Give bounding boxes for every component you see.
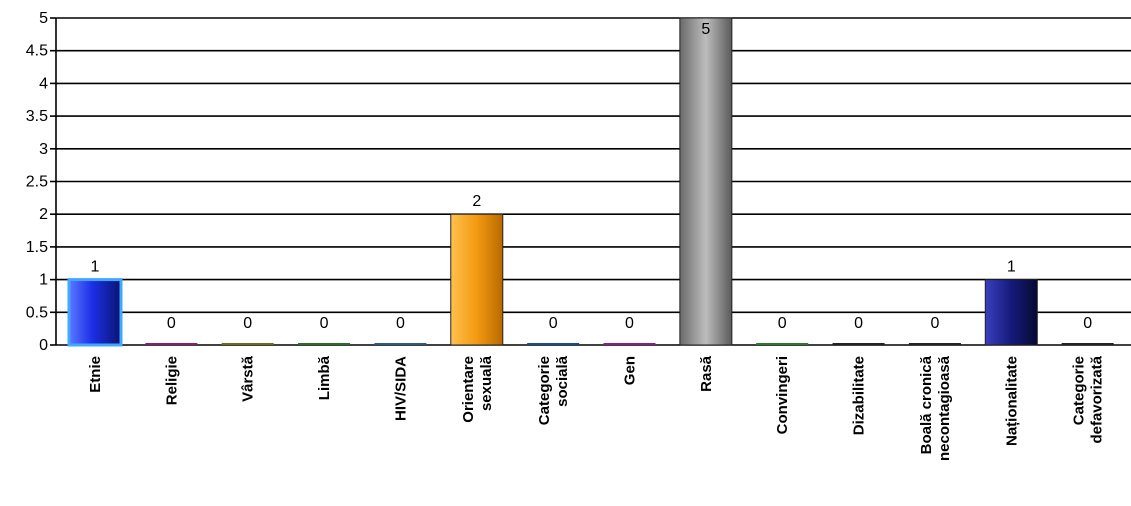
category-label-line: Vârstă xyxy=(240,355,257,402)
category-label: Religie xyxy=(163,356,180,405)
data-label: 1 xyxy=(1007,259,1016,276)
category-label: Limbă xyxy=(316,355,333,400)
y-tick-label: 4 xyxy=(39,75,48,92)
data-label: 0 xyxy=(243,315,252,332)
y-tick-label: 4.5 xyxy=(26,43,48,60)
category-label: Vârstă xyxy=(240,355,257,402)
category-label-line: Naționalitate xyxy=(1003,356,1020,446)
category-label: Gen xyxy=(622,356,639,385)
bar xyxy=(67,278,123,347)
category-label-line: HIV/SIDA xyxy=(392,356,409,421)
category-label: Naționalitate xyxy=(1003,356,1020,446)
data-label: 0 xyxy=(167,315,176,332)
category-label-line: Religie xyxy=(163,356,180,405)
category-label: Convingeri xyxy=(774,356,791,434)
y-tick-label: 5 xyxy=(39,10,48,27)
category-label-line: socială xyxy=(554,355,571,407)
y-tick-label: 3.5 xyxy=(26,108,48,125)
category-label: Dizabilitate xyxy=(851,356,868,435)
category-label: Etnie xyxy=(87,356,104,393)
y-tick-label: 1 xyxy=(39,272,48,289)
data-label: 0 xyxy=(1083,315,1092,332)
category-label-line: Orientare xyxy=(460,356,477,423)
category-label-line: Categorie xyxy=(1071,356,1088,425)
y-tick-label: 2 xyxy=(39,206,48,223)
category-label-line: Limbă xyxy=(316,355,333,400)
category-label: Orientare sexuală xyxy=(460,355,495,422)
category-label: Boală cronică necontagioasă xyxy=(918,355,953,461)
y-tick-label: 1.5 xyxy=(26,239,48,256)
data-label: 1 xyxy=(91,259,100,276)
category-label-line: Boală cronică xyxy=(918,355,935,454)
category-label-line: Rasă xyxy=(698,355,715,392)
category-label-line: Gen xyxy=(622,356,639,385)
data-label: 0 xyxy=(320,315,329,332)
category-label-line: Etnie xyxy=(87,356,104,393)
bar xyxy=(679,17,733,346)
category-label: Categorie defavorizată xyxy=(1071,355,1106,443)
y-tick-label: 3 xyxy=(39,141,48,158)
category-label: HIV/SIDA xyxy=(392,356,409,421)
category-label-line: necontagioasă xyxy=(936,355,953,461)
bar xyxy=(450,213,504,346)
data-label: 0 xyxy=(625,315,634,332)
y-tick-label: 0.5 xyxy=(26,304,48,321)
category-label: Rasă xyxy=(698,355,715,392)
category-label: Categorie socială xyxy=(536,355,571,425)
data-label: 5 xyxy=(701,21,710,38)
category-label-line: defavorizată xyxy=(1089,355,1106,443)
data-label: 0 xyxy=(549,315,558,332)
data-label: 0 xyxy=(854,315,863,332)
category-label-line: Categorie xyxy=(536,356,553,425)
data-label: 0 xyxy=(778,315,787,332)
data-label: 0 xyxy=(396,315,405,332)
category-label-line: Dizabilitate xyxy=(851,356,868,435)
category-label-line: Convingeri xyxy=(774,356,791,434)
bar xyxy=(984,279,1038,346)
y-tick-label: 2.5 xyxy=(26,174,48,191)
y-tick-label: 0 xyxy=(39,337,48,354)
data-label: 0 xyxy=(930,315,939,332)
data-label: 2 xyxy=(472,193,481,210)
category-label-line: sexuală xyxy=(478,355,495,411)
